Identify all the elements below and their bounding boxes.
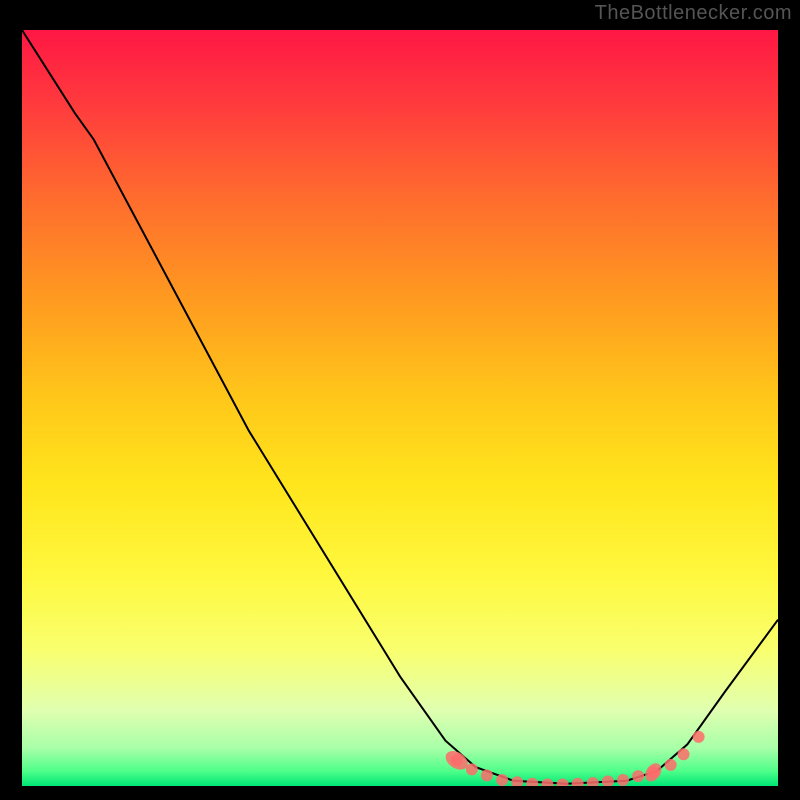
scatter-marker xyxy=(496,774,508,786)
chart-area xyxy=(22,30,778,786)
scatter-marker xyxy=(632,770,644,782)
scatter-marker xyxy=(617,774,629,786)
scatter-marker xyxy=(665,759,677,771)
chart-container: TheBottlenecker.com xyxy=(0,0,800,800)
scatter-marker xyxy=(451,754,463,766)
scatter-marker xyxy=(647,766,659,778)
gradient-background xyxy=(22,30,778,786)
scatter-marker xyxy=(678,748,690,760)
scatter-marker xyxy=(466,763,478,775)
scatter-marker xyxy=(481,769,493,781)
chart-svg xyxy=(22,30,778,786)
watermark-text: TheBottlenecker.com xyxy=(595,2,792,25)
scatter-marker xyxy=(693,731,705,743)
